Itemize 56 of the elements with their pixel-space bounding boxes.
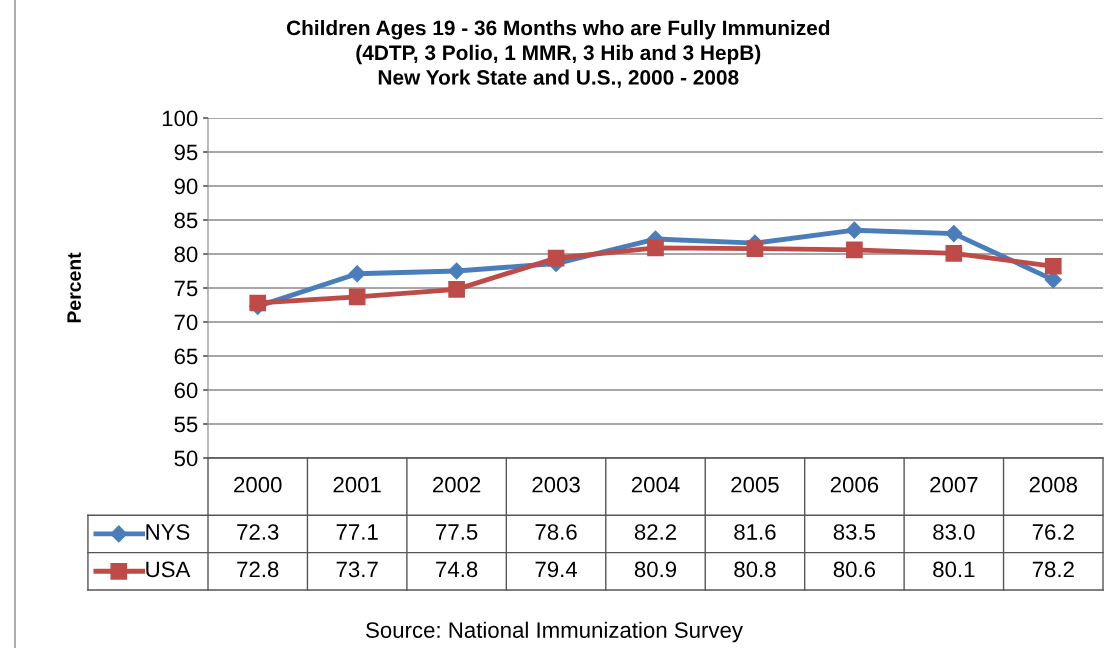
text: 78.2 <box>1032 561 1074 578</box>
y-tick-label: 70 <box>174 314 198 331</box>
text: 81.6 <box>734 524 776 540</box>
y-tick-label: 100 <box>162 110 198 127</box>
point <box>746 240 764 257</box>
text: 73.7 <box>336 561 378 578</box>
y-tick-label: 65 <box>174 348 198 365</box>
x-tick-label: 2008 <box>1029 476 1078 493</box>
text: 83.5 <box>833 524 876 540</box>
y-tick-label: 80 <box>174 246 198 263</box>
point <box>249 294 267 312</box>
point <box>348 288 366 306</box>
text: 74.8 <box>436 561 478 578</box>
y-tick-label: 85 <box>174 212 198 229</box>
y-tick-label: 90 <box>174 178 198 195</box>
x-tick-label: 2002 <box>433 476 481 493</box>
text: 83.0 <box>933 524 975 540</box>
text: 77.1 <box>336 524 378 540</box>
x-tick-label: 2005 <box>731 476 779 493</box>
text: 78.6 <box>535 524 577 540</box>
legend-label: USA <box>146 561 191 578</box>
text: 77.5 <box>436 524 478 540</box>
point <box>945 225 963 243</box>
point <box>547 249 565 267</box>
x-tick-label: 2000 <box>234 476 282 493</box>
point <box>448 262 466 280</box>
y-tick-label: 50 <box>174 450 198 467</box>
legend-label: NYS <box>146 524 190 540</box>
x-tick-label: 2003 <box>532 476 580 493</box>
y-axis-title: Percent <box>67 252 81 323</box>
text: 80.1 <box>933 561 975 578</box>
point <box>845 221 863 239</box>
text: 80.8 <box>734 561 776 578</box>
point <box>448 281 465 298</box>
source-note: Source: National Immunization Survey <box>366 621 743 643</box>
point <box>348 265 366 283</box>
y-tick-label: 95 <box>174 144 198 161</box>
y-tick-label: 55 <box>174 416 198 433</box>
point <box>846 241 863 259</box>
point <box>1044 257 1062 275</box>
text: 82.2 <box>634 524 677 540</box>
text: 76.2 <box>1032 524 1074 540</box>
x-tick-label: 2001 <box>333 476 381 493</box>
x-tick-label: 2007 <box>930 476 978 493</box>
text: 80.9 <box>634 561 677 578</box>
point <box>647 239 664 257</box>
chart-title: Children Ages 19 - 36 Months who are Fully Immunized (4DTP, 3 Polio, 1 MMR, 3 Hib and 3 HepB) New York State and U.S., 2000 - 2008 <box>286 20 830 88</box>
text: 72.3 <box>237 524 279 540</box>
text: 79.4 <box>535 561 578 578</box>
text: 80.6 <box>833 561 876 578</box>
text: 72.8 <box>237 561 279 578</box>
x-tick-label: 2004 <box>631 476 680 493</box>
x-tick-label: 2006 <box>830 476 879 493</box>
y-tick-label: 75 <box>174 280 198 297</box>
y-tick-label: 60 <box>174 382 198 399</box>
point <box>945 244 963 262</box>
